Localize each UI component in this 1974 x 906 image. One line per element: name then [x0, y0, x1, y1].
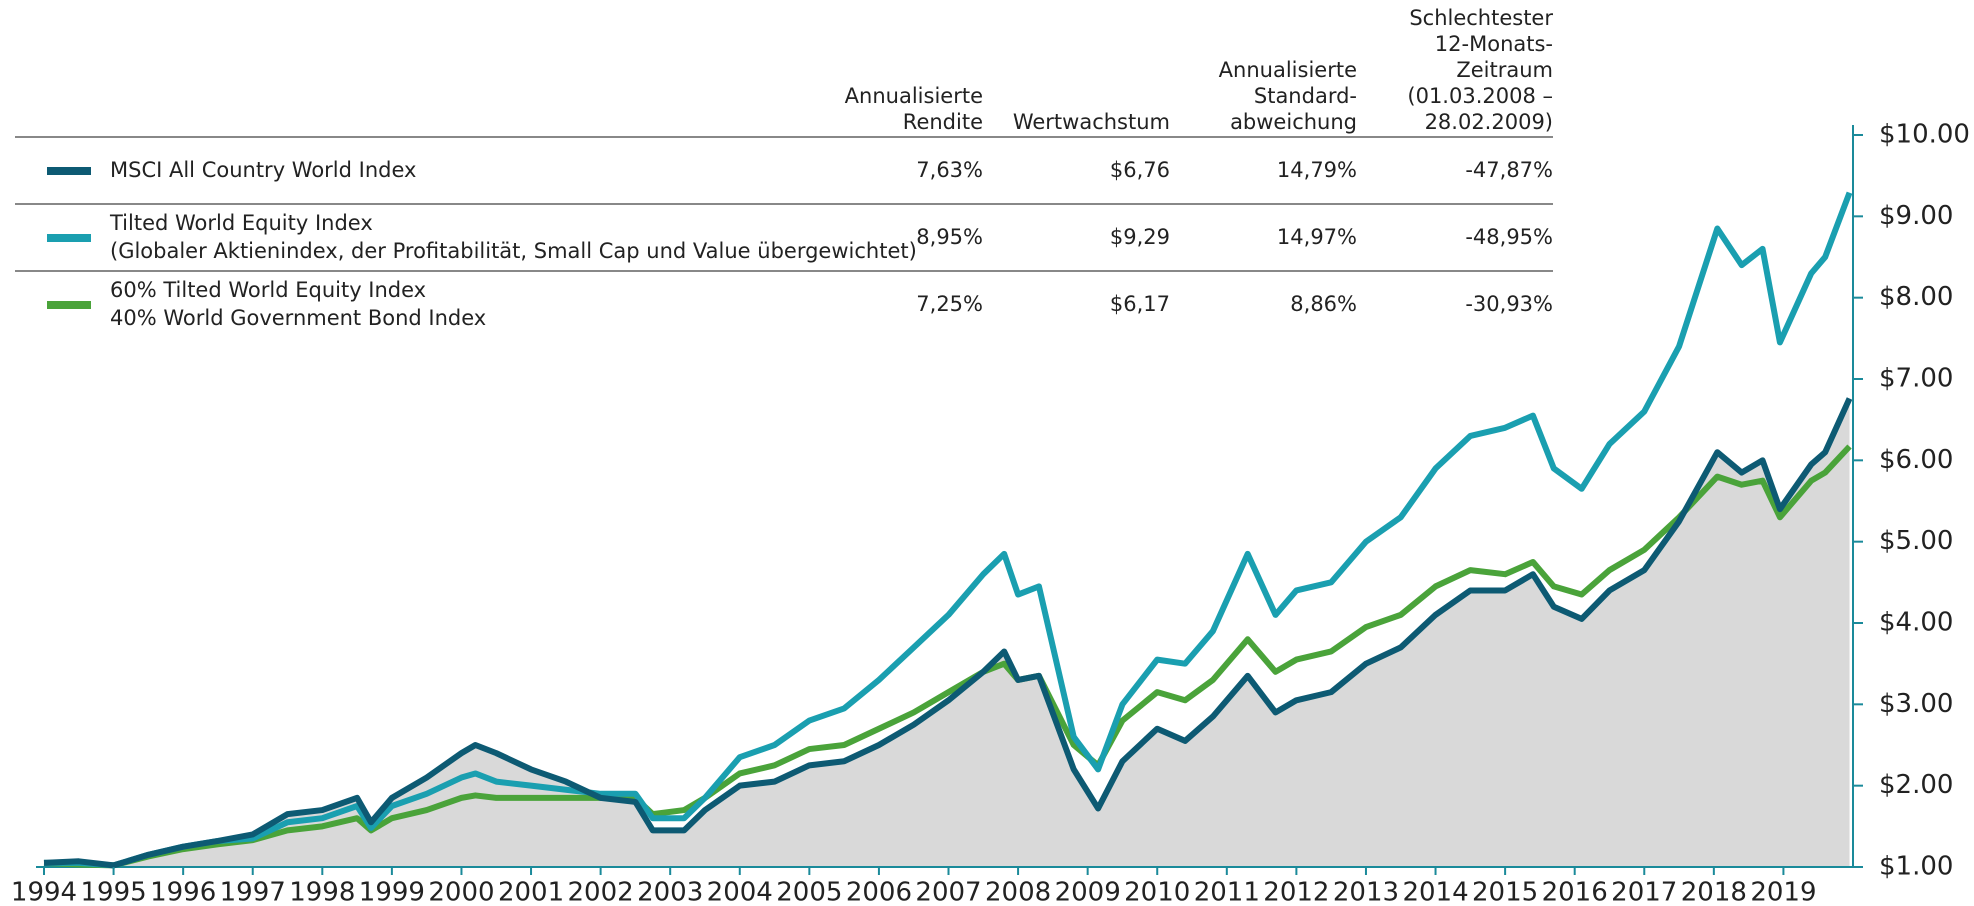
- legend-label: Tilted World Equity Index: [109, 211, 373, 235]
- series-line: [44, 191, 1853, 869]
- x-tick-label: 2016: [1542, 878, 1608, 906]
- y-tick-label: $8.00: [1879, 282, 1953, 312]
- table-cell: 14,79%: [1277, 158, 1357, 182]
- column-header: 12-Monats-: [1435, 32, 1553, 56]
- table-cell: $6,76: [1110, 158, 1170, 182]
- x-tick-label: 2000: [428, 878, 494, 906]
- y-tick-label: $5.00: [1879, 526, 1953, 556]
- table-cell: -30,93%: [1465, 292, 1553, 316]
- area: [44, 398, 1850, 867]
- legend-label: 60% Tilted World Equity Index: [110, 278, 426, 302]
- x-tick-label: 1998: [289, 878, 355, 906]
- legend-label: 40% World Government Bond Index: [110, 306, 486, 330]
- x-tick-label: 2006: [846, 878, 912, 906]
- y-tick-label: $10.00: [1879, 120, 1970, 150]
- x-tick-label: 2007: [915, 878, 981, 906]
- y-tick-label: $9.00: [1879, 201, 1953, 231]
- table-cell: $6,17: [1110, 292, 1170, 316]
- x-tick-label: 1997: [220, 878, 286, 906]
- x-tick-label: 2015: [1472, 878, 1538, 906]
- x-tick-label: 2008: [985, 878, 1051, 906]
- table-cell: 7,25%: [916, 292, 983, 316]
- y-tick-label: $2.00: [1879, 770, 1953, 800]
- legend-swatch: [47, 167, 91, 175]
- legend-label: (Globaler Aktienindex, der Profitabilitä…: [110, 239, 917, 263]
- x-tick-label: 2002: [568, 878, 634, 906]
- column-header: Annualisierte: [1219, 58, 1357, 82]
- table-cell: 8,95%: [916, 225, 983, 249]
- y-tick-label: $6.00: [1879, 445, 1953, 475]
- table-cell: 14,97%: [1277, 225, 1357, 249]
- x-tick-label: 1995: [80, 878, 146, 906]
- column-header: Wertwachstum: [1013, 110, 1170, 134]
- x-tick-label: 1994: [11, 878, 77, 906]
- series-line: [43, 397, 1853, 869]
- column-header: Rendite: [903, 110, 983, 134]
- x-tick-label: 2009: [1055, 878, 1121, 906]
- table-cell: -48,95%: [1465, 225, 1553, 249]
- table-cell: $9,29: [1110, 225, 1170, 249]
- x-tick-label: 2012: [1263, 878, 1329, 906]
- y-tick-label: $4.00: [1879, 608, 1953, 638]
- x-tick-label: 2004: [707, 878, 773, 906]
- x-tick-label: 2011: [1194, 878, 1260, 906]
- x-tick-label: 2003: [637, 878, 703, 906]
- y-tick-label: $3.00: [1879, 689, 1953, 719]
- table-cell: -47,87%: [1465, 158, 1553, 182]
- x-tick-label: 1999: [359, 878, 425, 906]
- x-tick-label: 2019: [1750, 878, 1816, 906]
- column-header: 28.02.2009): [1425, 110, 1553, 134]
- column-header: (01.03.2008 –: [1407, 84, 1553, 108]
- column-header: Zeitraum: [1456, 58, 1553, 82]
- x-tick-label: 2014: [1402, 878, 1468, 906]
- column-header: abweichung: [1230, 110, 1357, 134]
- column-header: Standard-: [1254, 84, 1357, 108]
- x-tick-label: 2018: [1681, 878, 1747, 906]
- x-tick-label: 2010: [1124, 878, 1190, 906]
- y-tick-label: $7.00: [1879, 364, 1953, 394]
- table-cell: 8,86%: [1290, 292, 1357, 316]
- column-header: Schlechtester: [1409, 6, 1553, 30]
- legend-swatch: [47, 234, 91, 242]
- legend-label: MSCI All Country World Index: [110, 158, 416, 182]
- table-cell: 7,63%: [916, 158, 983, 182]
- x-tick-label: 2005: [776, 878, 842, 906]
- x-tick-label: 2001: [498, 878, 564, 906]
- y-tick-label: $1.00: [1879, 852, 1953, 882]
- x-tick-label: 1996: [150, 878, 216, 906]
- x-tick-label: 2013: [1333, 878, 1399, 906]
- column-header: Annualisierte: [845, 84, 983, 108]
- x-tick-label: 2017: [1611, 878, 1677, 906]
- legend-swatch: [47, 301, 91, 309]
